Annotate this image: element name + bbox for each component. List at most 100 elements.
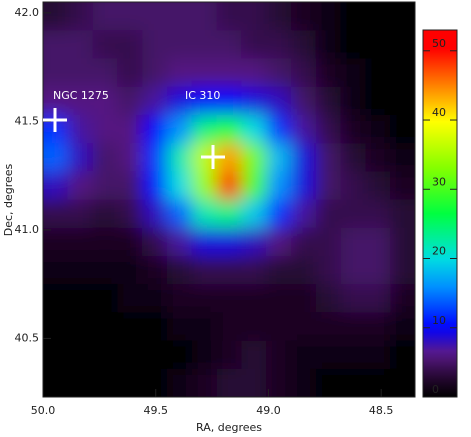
heat-cell	[167, 2, 193, 32]
heat-cell	[241, 86, 267, 116]
heat-cell	[315, 227, 342, 257]
heat-cell	[241, 368, 267, 397]
heat-cell	[92, 171, 119, 201]
heat-cell	[390, 30, 415, 60]
heat-cell	[142, 284, 168, 314]
heat-cell	[43, 227, 69, 257]
heat-cell	[191, 86, 218, 116]
heat-cell	[67, 86, 94, 116]
heat-cell	[216, 255, 243, 285]
heat-cell	[167, 58, 193, 88]
heat-cell	[241, 2, 267, 32]
heat-cell	[216, 368, 243, 397]
heat-cell	[67, 58, 94, 88]
heat-cell	[291, 227, 317, 257]
heat-cell	[291, 312, 317, 342]
heat-cell	[266, 86, 292, 116]
heat-cell	[390, 284, 415, 314]
heat-cell	[191, 340, 218, 370]
heat-cell	[340, 340, 367, 370]
heat-cell	[142, 227, 168, 257]
heat-cell	[266, 368, 292, 397]
y-tick-label: 41.0	[15, 223, 40, 236]
heat-cell	[291, 114, 317, 144]
heat-cell	[390, 143, 415, 173]
heat-cell	[241, 340, 267, 370]
heat-cell	[167, 227, 193, 257]
heat-cell	[191, 284, 218, 314]
heat-cell	[390, 58, 415, 88]
heat-cell	[365, 58, 391, 88]
heat-cell	[266, 340, 292, 370]
heat-cell	[390, 199, 415, 229]
heat-cell	[67, 2, 94, 32]
heat-cell	[92, 86, 119, 116]
heat-cell	[390, 368, 415, 397]
heat-cell	[315, 143, 342, 173]
heat-cell	[191, 368, 218, 397]
heat-cell	[340, 143, 367, 173]
heat-cell	[43, 340, 69, 370]
heat-cell	[390, 114, 415, 144]
heat-cell	[167, 86, 193, 116]
heat-cell	[315, 312, 342, 342]
heat-cell	[291, 58, 317, 88]
heat-cell	[167, 368, 193, 397]
heat-cell	[167, 30, 193, 60]
x-tick-label: 49.5	[143, 404, 168, 417]
heat-cell	[142, 312, 168, 342]
y-tick-label: 42.0	[15, 6, 40, 19]
heat-cell	[142, 199, 168, 229]
heat-cell	[241, 171, 267, 201]
heat-cell	[117, 86, 143, 116]
heat-cell	[390, 86, 415, 116]
heat-cell	[315, 86, 342, 116]
heat-cell	[365, 284, 391, 314]
heat-cell	[191, 255, 218, 285]
heat-cell	[216, 227, 243, 257]
source-cross	[43, 108, 67, 132]
heatmap	[43, 2, 415, 397]
heat-cell	[266, 58, 292, 88]
heat-cell	[216, 171, 243, 201]
heat-cell	[117, 30, 143, 60]
source-cross	[201, 145, 225, 169]
heat-cell	[241, 58, 267, 88]
heat-cell	[315, 340, 342, 370]
colorbar-tick-label: 40	[432, 106, 446, 119]
heat-cell	[241, 284, 267, 314]
heat-cell	[241, 30, 267, 60]
heat-cell	[216, 86, 243, 116]
heat-cell	[340, 171, 367, 201]
heat-cell	[142, 143, 168, 173]
heat-cell	[216, 58, 243, 88]
heat-cell	[117, 171, 143, 201]
heat-cell	[241, 143, 267, 173]
heat-cell	[315, 2, 342, 32]
colorbar-tick-label: 50	[432, 37, 446, 50]
heat-cell	[266, 284, 292, 314]
heat-cell	[291, 255, 317, 285]
heat-cell	[142, 2, 168, 32]
heat-cell	[291, 284, 317, 314]
heat-cell	[92, 255, 119, 285]
heat-cell	[142, 58, 168, 88]
heat-cell	[291, 340, 317, 370]
heat-cell	[67, 227, 94, 257]
heat-cell	[216, 2, 243, 32]
heat-cell	[266, 2, 292, 32]
heat-cell	[92, 284, 119, 314]
heat-cell	[43, 143, 69, 173]
heat-cell	[43, 2, 69, 32]
colorbar-tick-label: 0	[432, 383, 439, 396]
heat-cell	[43, 171, 69, 201]
heat-cell	[266, 312, 292, 342]
heat-cell	[216, 284, 243, 314]
heat-cell	[167, 171, 193, 201]
heat-cell	[291, 2, 317, 32]
heat-cell	[43, 58, 69, 88]
annotation: NGC 1275	[53, 89, 109, 102]
heat-cell	[67, 143, 94, 173]
heat-cell	[117, 2, 143, 32]
heat-cell	[43, 199, 69, 229]
